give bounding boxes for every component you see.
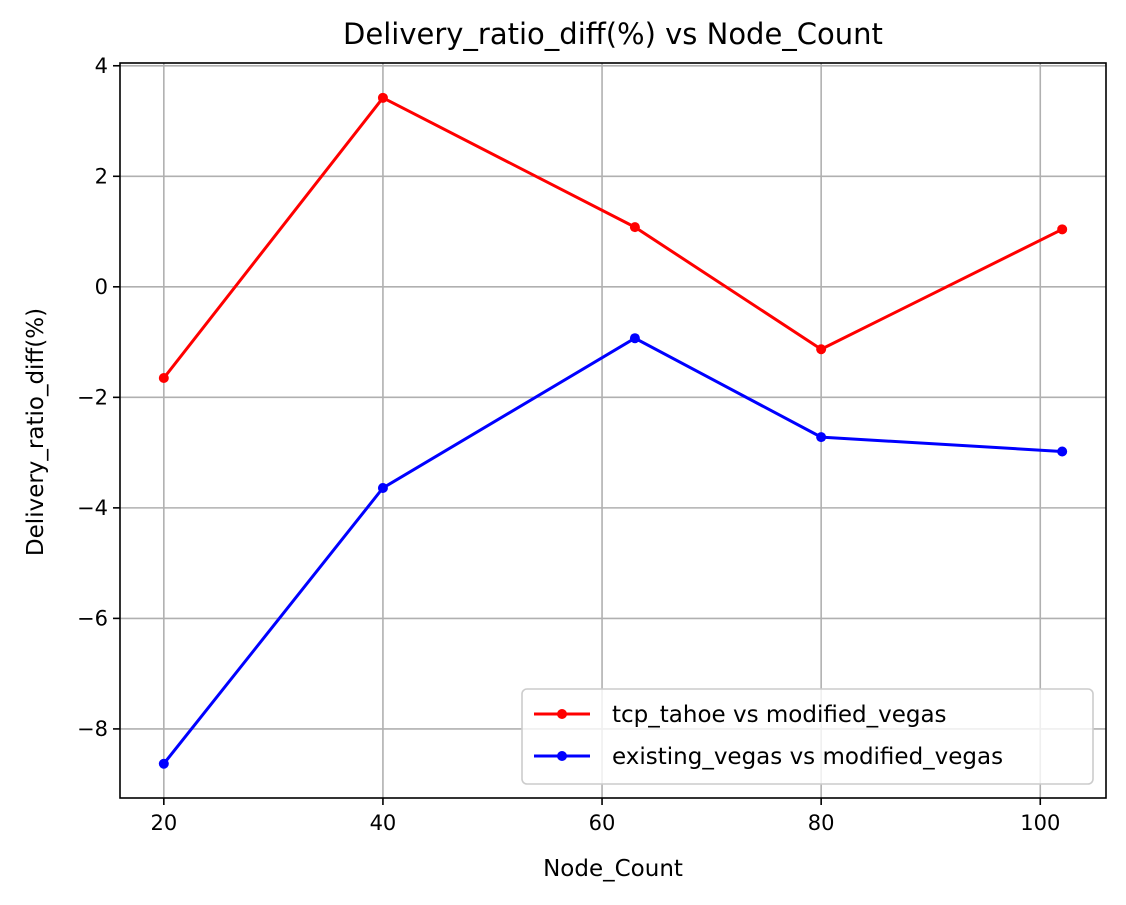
x-tick-label: 80: [808, 811, 835, 835]
data-point: [377, 92, 388, 103]
x-tick-label: 40: [370, 811, 397, 835]
legend-label: existing_vegas vs modified_vegas: [612, 744, 1003, 770]
data-point: [816, 344, 827, 355]
series-1: [158, 92, 1068, 383]
x-tick-label: 20: [150, 811, 177, 835]
plot-frame: [119, 62, 1107, 799]
series-layer: [158, 92, 1068, 769]
y-axis-label: Delivery_ratio_diff(%): [23, 308, 49, 556]
x-tick-label: 100: [1020, 811, 1060, 835]
data-point: [816, 432, 827, 443]
data-point: [1057, 446, 1068, 457]
legend-item: existing_vegas vs modified_vegas: [534, 744, 1003, 770]
data-point: [158, 758, 169, 769]
chart-title: Delivery_ratio_diff(%) vs Node_Count: [343, 17, 883, 51]
legend: tcp_tahoe vs modified_vegas existing_vega…: [521, 688, 1094, 785]
y-tick-label: 2: [95, 164, 108, 188]
legend-label: tcp_tahoe vs modified_vegas: [612, 702, 947, 728]
legend-marker: [557, 709, 567, 719]
x-axis-label: Node_Count: [543, 856, 683, 882]
y-tick-label: 0: [95, 275, 108, 299]
grid-lines: [120, 63, 1106, 798]
y-tick-label: −4: [77, 496, 108, 520]
y-tick-label: −2: [77, 385, 108, 409]
x-tick-label: 60: [589, 811, 616, 835]
legend-item: tcp_tahoe vs modified_vegas: [534, 702, 947, 728]
data-point: [158, 373, 169, 383]
data-point: [629, 333, 640, 344]
data-point: [1057, 224, 1068, 235]
y-tick-label: −6: [77, 606, 108, 630]
series-2: [158, 333, 1068, 769]
y-tick-label: −8: [77, 717, 108, 741]
legend-marker: [557, 751, 567, 761]
data-point: [377, 482, 388, 493]
data-point: [629, 222, 640, 233]
y-tick-label: 4: [95, 54, 108, 78]
legend-box: [521, 688, 1094, 785]
